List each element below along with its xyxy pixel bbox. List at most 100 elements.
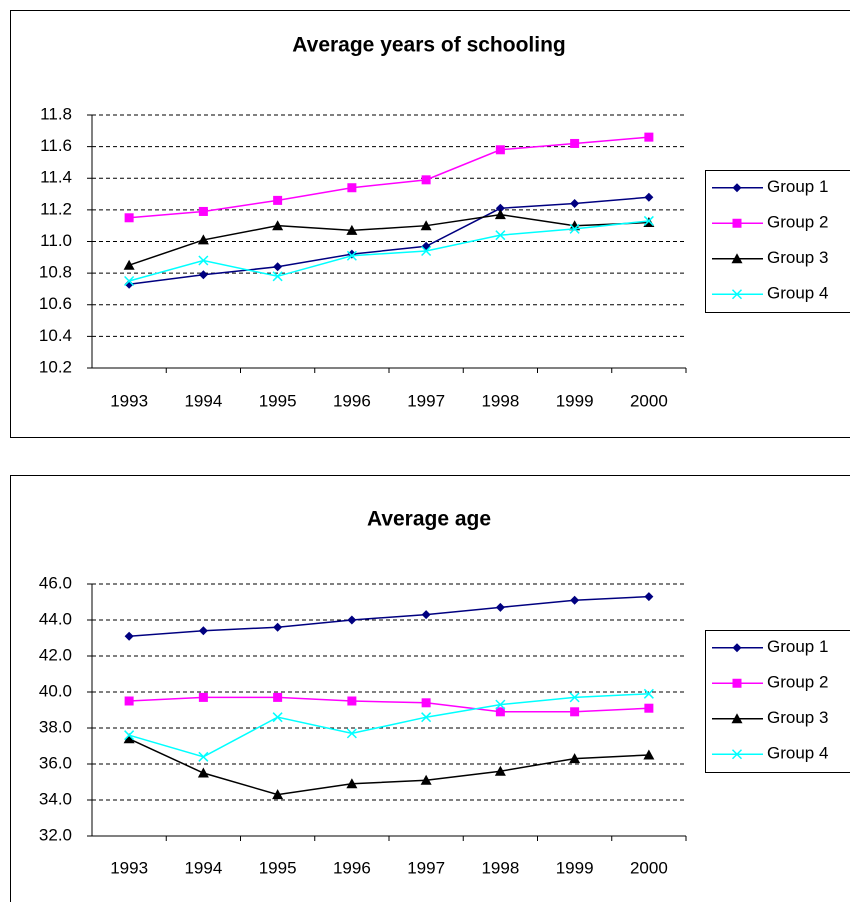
marker [273,262,283,272]
legend-box [705,630,850,773]
legend-label: Group 4 [767,744,828,763]
series-line [129,196,649,285]
legend-label: Group 2 [767,213,828,232]
y-tick-label: 10.8 [39,263,72,282]
legend-label: Group 4 [767,284,828,303]
marker [347,615,357,625]
marker [346,224,358,235]
x-tick-label: 1995 [259,391,297,410]
marker [732,183,742,193]
marker [421,245,432,257]
x-tick-label: 1997 [407,391,445,410]
x-tick-label: 1999 [556,391,594,410]
marker [644,703,654,713]
marker [198,751,209,762]
y-tick-label: 38.0 [39,717,72,736]
marker [421,175,431,185]
marker [198,270,208,280]
marker [272,220,284,231]
marker [495,699,506,710]
y-tick-label: 11.4 [40,168,72,187]
marker [198,692,208,702]
x-tick-label: 1993 [110,858,148,877]
marker [569,692,580,703]
marker [273,195,283,205]
marker [643,215,654,226]
marker [273,622,283,632]
marker [732,218,742,228]
x-tick-label: 1996 [333,391,371,410]
chart-title: Average age [367,508,491,531]
marker [123,733,135,744]
marker [495,203,505,213]
legend-label: Group 2 [767,673,828,692]
legend-box [705,170,850,313]
marker [272,712,283,723]
marker [421,610,431,620]
chart-title: Average years of schooling [292,34,565,57]
marker [731,289,743,300]
marker [643,688,654,699]
marker [198,626,208,636]
y-tick-label: 36.0 [39,753,72,772]
legend-label: Group 1 [767,637,828,656]
x-tick-label: 2000 [630,858,668,877]
series-line [129,136,649,219]
x-tick-label: 1999 [556,858,594,877]
x-tick-label: 1994 [184,858,222,877]
marker [124,730,135,741]
marker [495,230,506,241]
marker [569,753,581,764]
y-tick-label: 10.6 [39,294,72,313]
x-tick-label: 2000 [630,391,668,410]
marker [198,255,209,266]
marker [123,259,135,270]
marker [421,698,431,708]
marker [124,696,134,706]
y-tick-label: 34.0 [39,789,72,808]
marker [644,132,654,142]
marker [272,271,283,282]
y-tick-label: 11.2 [40,199,72,218]
marker [346,728,357,739]
marker [346,250,357,261]
series-line [128,213,649,266]
marker [495,707,505,717]
marker [570,707,580,717]
series-line [128,693,649,758]
legend-label: Group 3 [767,708,828,727]
marker [495,602,505,612]
marker [124,276,135,287]
y-tick-label: 10.2 [39,357,72,376]
marker [643,749,655,760]
x-tick-label: 1997 [407,858,445,877]
marker [347,183,357,193]
series-line [128,220,649,282]
x-tick-label: 1996 [333,858,371,877]
y-tick-label: 11.6 [40,136,72,155]
marker [570,595,580,605]
marker [731,749,743,760]
marker [272,789,284,800]
marker [197,767,209,778]
y-tick-label: 11.8 [40,104,72,123]
marker [494,765,506,776]
y-tick-label: 40.0 [39,681,72,700]
marker [124,631,134,641]
marker [731,713,743,724]
marker [570,138,580,148]
marker [421,712,432,723]
x-tick-label: 1995 [259,858,297,877]
marker [732,678,742,688]
marker [124,279,134,289]
x-tick-label: 1993 [110,391,148,410]
x-tick-label: 1998 [481,858,519,877]
marker [197,234,209,245]
marker [495,145,505,155]
series-line [129,595,649,637]
y-tick-label: 32.0 [39,825,72,844]
marker [347,696,357,706]
marker [731,253,743,264]
marker [570,199,580,209]
y-tick-label: 11.0 [40,231,72,250]
